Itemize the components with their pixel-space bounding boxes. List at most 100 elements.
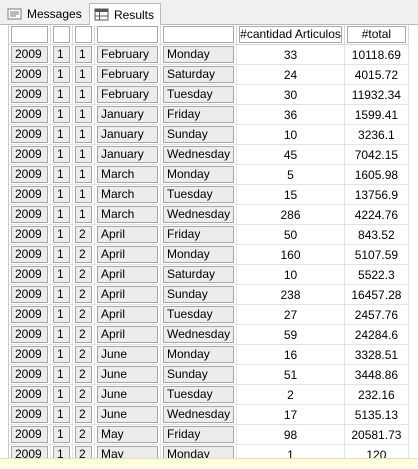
cell-col3[interactable]: 1 [73, 105, 95, 125]
cell-weekday[interactable]: Sunday [161, 285, 238, 305]
table-row[interactable]: 2009 1 1 March Wednesday 286 4224.76 [9, 205, 409, 225]
cell-month[interactable]: January [95, 125, 161, 145]
cell-total[interactable]: 232.16 [344, 385, 409, 405]
cell-col2[interactable]: 1 [51, 125, 73, 145]
cell-cantidad-articulos[interactable]: 160 [237, 245, 345, 265]
cell-weekday[interactable]: Wednesday [161, 325, 238, 345]
cell-year[interactable]: 2009 [9, 285, 51, 305]
cell-year[interactable]: 2009 [9, 245, 51, 265]
cell-col3[interactable]: 2 [73, 305, 95, 325]
table-row[interactable]: 2009 1 2 April Tuesday 27 2457.76 [9, 305, 409, 325]
cell-cantidad-articulos[interactable]: 45 [237, 145, 345, 165]
cell-month[interactable]: April [95, 305, 161, 325]
cell-col2[interactable]: 1 [51, 65, 73, 85]
cell-col2[interactable]: 1 [51, 45, 73, 65]
cell-total[interactable]: 24284.6 [344, 325, 409, 345]
cell-col3[interactable]: 2 [73, 325, 95, 345]
cell-col3[interactable]: 2 [73, 225, 95, 245]
cell-col3[interactable]: 2 [73, 285, 95, 305]
cell-col3[interactable]: 2 [73, 245, 95, 265]
tab-results[interactable]: Results [89, 3, 161, 26]
table-row[interactable]: 2009 1 2 June Tuesday 2 232.16 [9, 385, 409, 405]
cell-cantidad-articulos[interactable]: 16 [237, 345, 345, 365]
cell-cantidad-articulos[interactable]: 2 [237, 385, 345, 405]
cell-col3[interactable]: 2 [73, 365, 95, 385]
cell-cantidad-articulos[interactable]: 51 [237, 365, 345, 385]
cell-cantidad-articulos[interactable]: 10 [237, 265, 345, 285]
cell-col2[interactable]: 1 [51, 245, 73, 265]
cell-total[interactable]: 1599.41 [344, 105, 409, 125]
table-row[interactable]: 2009 1 2 May Monday 1 120 [9, 445, 409, 458]
cell-year[interactable]: 2009 [9, 265, 51, 285]
cell-col2[interactable]: 1 [51, 165, 73, 185]
cell-cantidad-articulos[interactable]: 50 [237, 225, 345, 245]
cell-month[interactable]: June [95, 385, 161, 405]
column-header[interactable] [95, 25, 161, 45]
cell-weekday[interactable]: Friday [161, 105, 238, 125]
cell-col3[interactable]: 1 [73, 85, 95, 105]
cell-year[interactable]: 2009 [9, 145, 51, 165]
cell-cantidad-articulos[interactable]: 10 [237, 125, 345, 145]
cell-cantidad-articulos[interactable]: 15 [237, 185, 345, 205]
column-header[interactable] [51, 25, 73, 45]
table-row[interactable]: 2009 1 2 June Sunday 51 3448.86 [9, 365, 409, 385]
cell-col3[interactable]: 2 [73, 385, 95, 405]
cell-year[interactable]: 2009 [9, 105, 51, 125]
cell-cantidad-articulos[interactable]: 238 [237, 285, 345, 305]
cell-month[interactable]: March [95, 205, 161, 225]
cell-col3[interactable]: 2 [73, 425, 95, 445]
column-header-cantidad-articulos[interactable]: #cantidad Articulos [237, 25, 345, 45]
cell-col2[interactable]: 1 [51, 265, 73, 285]
cell-weekday[interactable]: Tuesday [161, 385, 238, 405]
cell-total[interactable]: 3236.1 [344, 125, 409, 145]
table-row[interactable]: 2009 1 2 April Monday 160 5107.59 [9, 245, 409, 265]
cell-year[interactable]: 2009 [9, 385, 51, 405]
cell-total[interactable]: 16457.28 [344, 285, 409, 305]
table-row[interactable]: 2009 1 1 March Tuesday 15 13756.9 [9, 185, 409, 205]
cell-col2[interactable]: 1 [51, 145, 73, 165]
cell-month[interactable]: April [95, 285, 161, 305]
cell-col2[interactable]: 1 [51, 305, 73, 325]
cell-cantidad-articulos[interactable]: 5 [237, 165, 345, 185]
cell-weekday[interactable]: Wednesday [161, 205, 238, 225]
table-row[interactable]: 2009 1 2 April Saturday 10 5522.3 [9, 265, 409, 285]
cell-col3[interactable]: 1 [73, 45, 95, 65]
column-header[interactable] [9, 25, 51, 45]
cell-cantidad-articulos[interactable]: 30 [237, 85, 345, 105]
table-row[interactable]: 2009 1 1 January Sunday 10 3236.1 [9, 125, 409, 145]
cell-month[interactable]: March [95, 185, 161, 205]
cell-col2[interactable]: 1 [51, 185, 73, 205]
cell-col2[interactable]: 1 [51, 105, 73, 125]
cell-total[interactable]: 13756.9 [344, 185, 409, 205]
cell-year[interactable]: 2009 [9, 225, 51, 245]
cell-total[interactable]: 3448.86 [344, 365, 409, 385]
column-header[interactable] [73, 25, 95, 45]
cell-col2[interactable]: 1 [51, 445, 73, 458]
cell-total[interactable]: 1605.98 [344, 165, 409, 185]
cell-month[interactable]: April [95, 265, 161, 285]
cell-weekday[interactable]: Friday [161, 425, 238, 445]
cell-weekday[interactable]: Sunday [161, 125, 238, 145]
cell-total[interactable]: 5107.59 [344, 245, 409, 265]
cell-year[interactable]: 2009 [9, 45, 51, 65]
cell-total[interactable]: 11932.34 [344, 85, 409, 105]
cell-year[interactable]: 2009 [9, 345, 51, 365]
cell-year[interactable]: 2009 [9, 85, 51, 105]
cell-year[interactable]: 2009 [9, 125, 51, 145]
table-row[interactable]: 2009 1 1 January Wednesday 45 7042.15 [9, 145, 409, 165]
cell-weekday[interactable]: Saturday [161, 65, 238, 85]
cell-cantidad-articulos[interactable]: 33 [237, 45, 345, 65]
cell-total[interactable]: 7042.15 [344, 145, 409, 165]
cell-cantidad-articulos[interactable]: 17 [237, 405, 345, 425]
cell-col2[interactable]: 1 [51, 225, 73, 245]
cell-cantidad-articulos[interactable]: 36 [237, 105, 345, 125]
cell-col2[interactable]: 1 [51, 425, 73, 445]
cell-total[interactable]: 4224.76 [344, 205, 409, 225]
cell-cantidad-articulos[interactable]: 59 [237, 325, 345, 345]
cell-month[interactable]: May [95, 445, 161, 458]
column-header-total[interactable]: #total [344, 25, 409, 45]
cell-col3[interactable]: 2 [73, 445, 95, 458]
cell-col3[interactable]: 2 [73, 345, 95, 365]
cell-year[interactable]: 2009 [9, 325, 51, 345]
cell-month[interactable]: April [95, 245, 161, 265]
